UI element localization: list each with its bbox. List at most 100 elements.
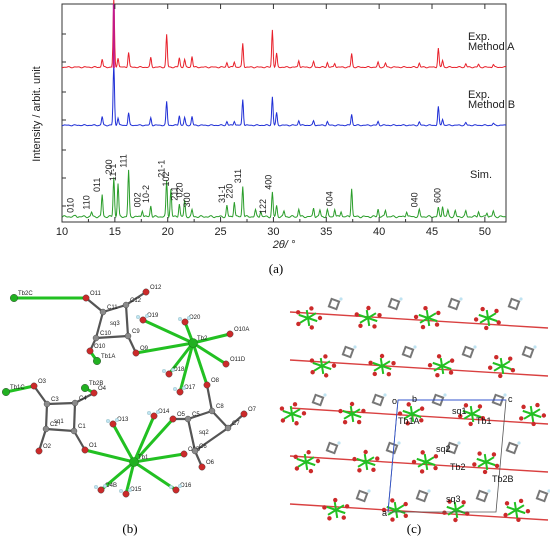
tb-o-bond: [483, 453, 487, 463]
reflection-label: 11-1: [108, 164, 118, 181]
oxygen-atom: [403, 513, 408, 518]
tb-o-bond: [439, 357, 443, 367]
reflection-label: 21-1: [157, 160, 167, 178]
atom-label: O2: [43, 444, 52, 450]
atom-label: C2: [50, 422, 58, 428]
metal-node: [368, 345, 417, 377]
squarate-ring: [327, 297, 341, 311]
atom-label: C10: [100, 331, 112, 337]
metal-node: [338, 393, 387, 425]
atom-label: sq1: [54, 419, 64, 425]
atom-label: O11D: [230, 357, 246, 363]
hydrogen-atom: [169, 485, 173, 489]
chain-bond: [289, 359, 549, 377]
reflection-label: 200: [104, 159, 114, 174]
panel-label-c: (c): [407, 521, 421, 536]
tb-o-bond: [485, 461, 496, 467]
tb-o-bond: [381, 365, 385, 375]
structure-drawing: Tb2C O12 O11 C12 sq3 C11 C9 O19 O20 O10A C10 O10 Tb1…: [2, 285, 257, 498]
oxygen-atom: [372, 371, 377, 377]
atom: [35, 447, 43, 455]
atom-label: C7: [232, 421, 240, 427]
tb-o-bond: [381, 360, 391, 367]
atom: [2, 388, 10, 397]
oxygen-atom: [420, 324, 426, 330]
reflection-label: 600: [433, 188, 443, 203]
oxygen-atom: [296, 321, 301, 327]
oxygen-atom: [419, 418, 424, 423]
tb-o-bond: [363, 453, 367, 463]
reflection-label: 31-1: [217, 185, 227, 203]
atom-label: C12: [130, 298, 142, 304]
tb-o-bond: [299, 317, 309, 324]
atom: [86, 347, 94, 355]
oxygen-atom: [496, 320, 501, 325]
atom-center: [129, 457, 139, 467]
reflection-label: 002: [132, 192, 142, 207]
bond: [191, 341, 209, 387]
reflection-label: 220: [224, 184, 234, 199]
hydrogen-atom: [413, 345, 417, 349]
atom: [71, 399, 79, 407]
tb-o-bond: [427, 317, 431, 327]
tb-o-bond: [373, 365, 383, 372]
series-label: Exp.: [468, 31, 490, 43]
tb-o-bond: [335, 509, 346, 515]
oxygen-atom: [519, 416, 524, 421]
tb-o-bond: [343, 413, 353, 420]
atom-label: C1: [78, 424, 86, 430]
hydrogen-atom: [145, 314, 149, 318]
x-tick-label: 15: [109, 226, 121, 238]
reflection-label: 020: [175, 182, 185, 197]
oxygen-atom: [310, 370, 315, 375]
squarate-ring: [387, 297, 401, 311]
oxygen-atom: [420, 450, 425, 455]
metal-node: [519, 402, 547, 427]
atom-label: O10A: [234, 327, 249, 333]
tb-o-bond: [522, 409, 533, 415]
metal-node: [322, 489, 371, 521]
x-axis-label: 2θ/ °: [272, 239, 296, 251]
tb-o-bond: [291, 413, 302, 419]
tb-o-bond: [501, 360, 511, 367]
tb-o-bond: [411, 413, 422, 419]
series-line-1: [61, 0, 507, 69]
squarate-ring: [385, 441, 399, 455]
oxygen-atom: [482, 469, 488, 475]
tb-o-bond: [305, 461, 316, 467]
oxygen-atom: [308, 468, 314, 474]
oxygen-atom: [358, 323, 363, 328]
bond: [83, 448, 136, 464]
tb-o-bond: [342, 409, 353, 415]
x-tick-label: 30: [267, 226, 279, 238]
tb-o-bond: [387, 509, 397, 516]
metal-node: [473, 297, 523, 331]
oxygen-atom: [366, 305, 371, 311]
x-tick-label: 20: [162, 226, 174, 238]
panel-b-structure: Tb2C O12 O11 C12 sq3 C11 C9 O19 O20 O10A C10 O10 Tb1…: [2, 285, 257, 536]
bond: [73, 391, 96, 405]
tb-o-bond: [478, 313, 489, 319]
tb-o-bond: [471, 408, 481, 415]
packing-drawing: o b c sq1 Tb1A Tb1 sq2 Tb2 Tb2B sq3 a: [279, 297, 550, 523]
hydrogen-atom: [519, 297, 523, 301]
oxygen-atom: [464, 511, 470, 516]
tb-o-bond: [513, 501, 517, 511]
tb-o-bond: [515, 504, 525, 511]
squarate-ring: [461, 345, 475, 359]
hydrogen-atom: [182, 386, 186, 390]
atom-label: O17: [184, 385, 196, 391]
oxygen-atom: [427, 363, 433, 368]
oxygen-atom: [406, 402, 411, 407]
tb-o-bond: [506, 505, 517, 511]
tb-o-bond: [335, 504, 345, 511]
tb-o-bond: [529, 405, 533, 415]
atom-label: O18: [173, 367, 185, 373]
bond: [72, 401, 77, 433]
tb-o-bond: [312, 361, 323, 367]
bond: [226, 412, 246, 430]
tb-o-bond: [359, 317, 369, 324]
metal-node: [442, 489, 491, 523]
oxygen-atom: [363, 449, 368, 455]
oxygen-atom: [411, 459, 417, 465]
